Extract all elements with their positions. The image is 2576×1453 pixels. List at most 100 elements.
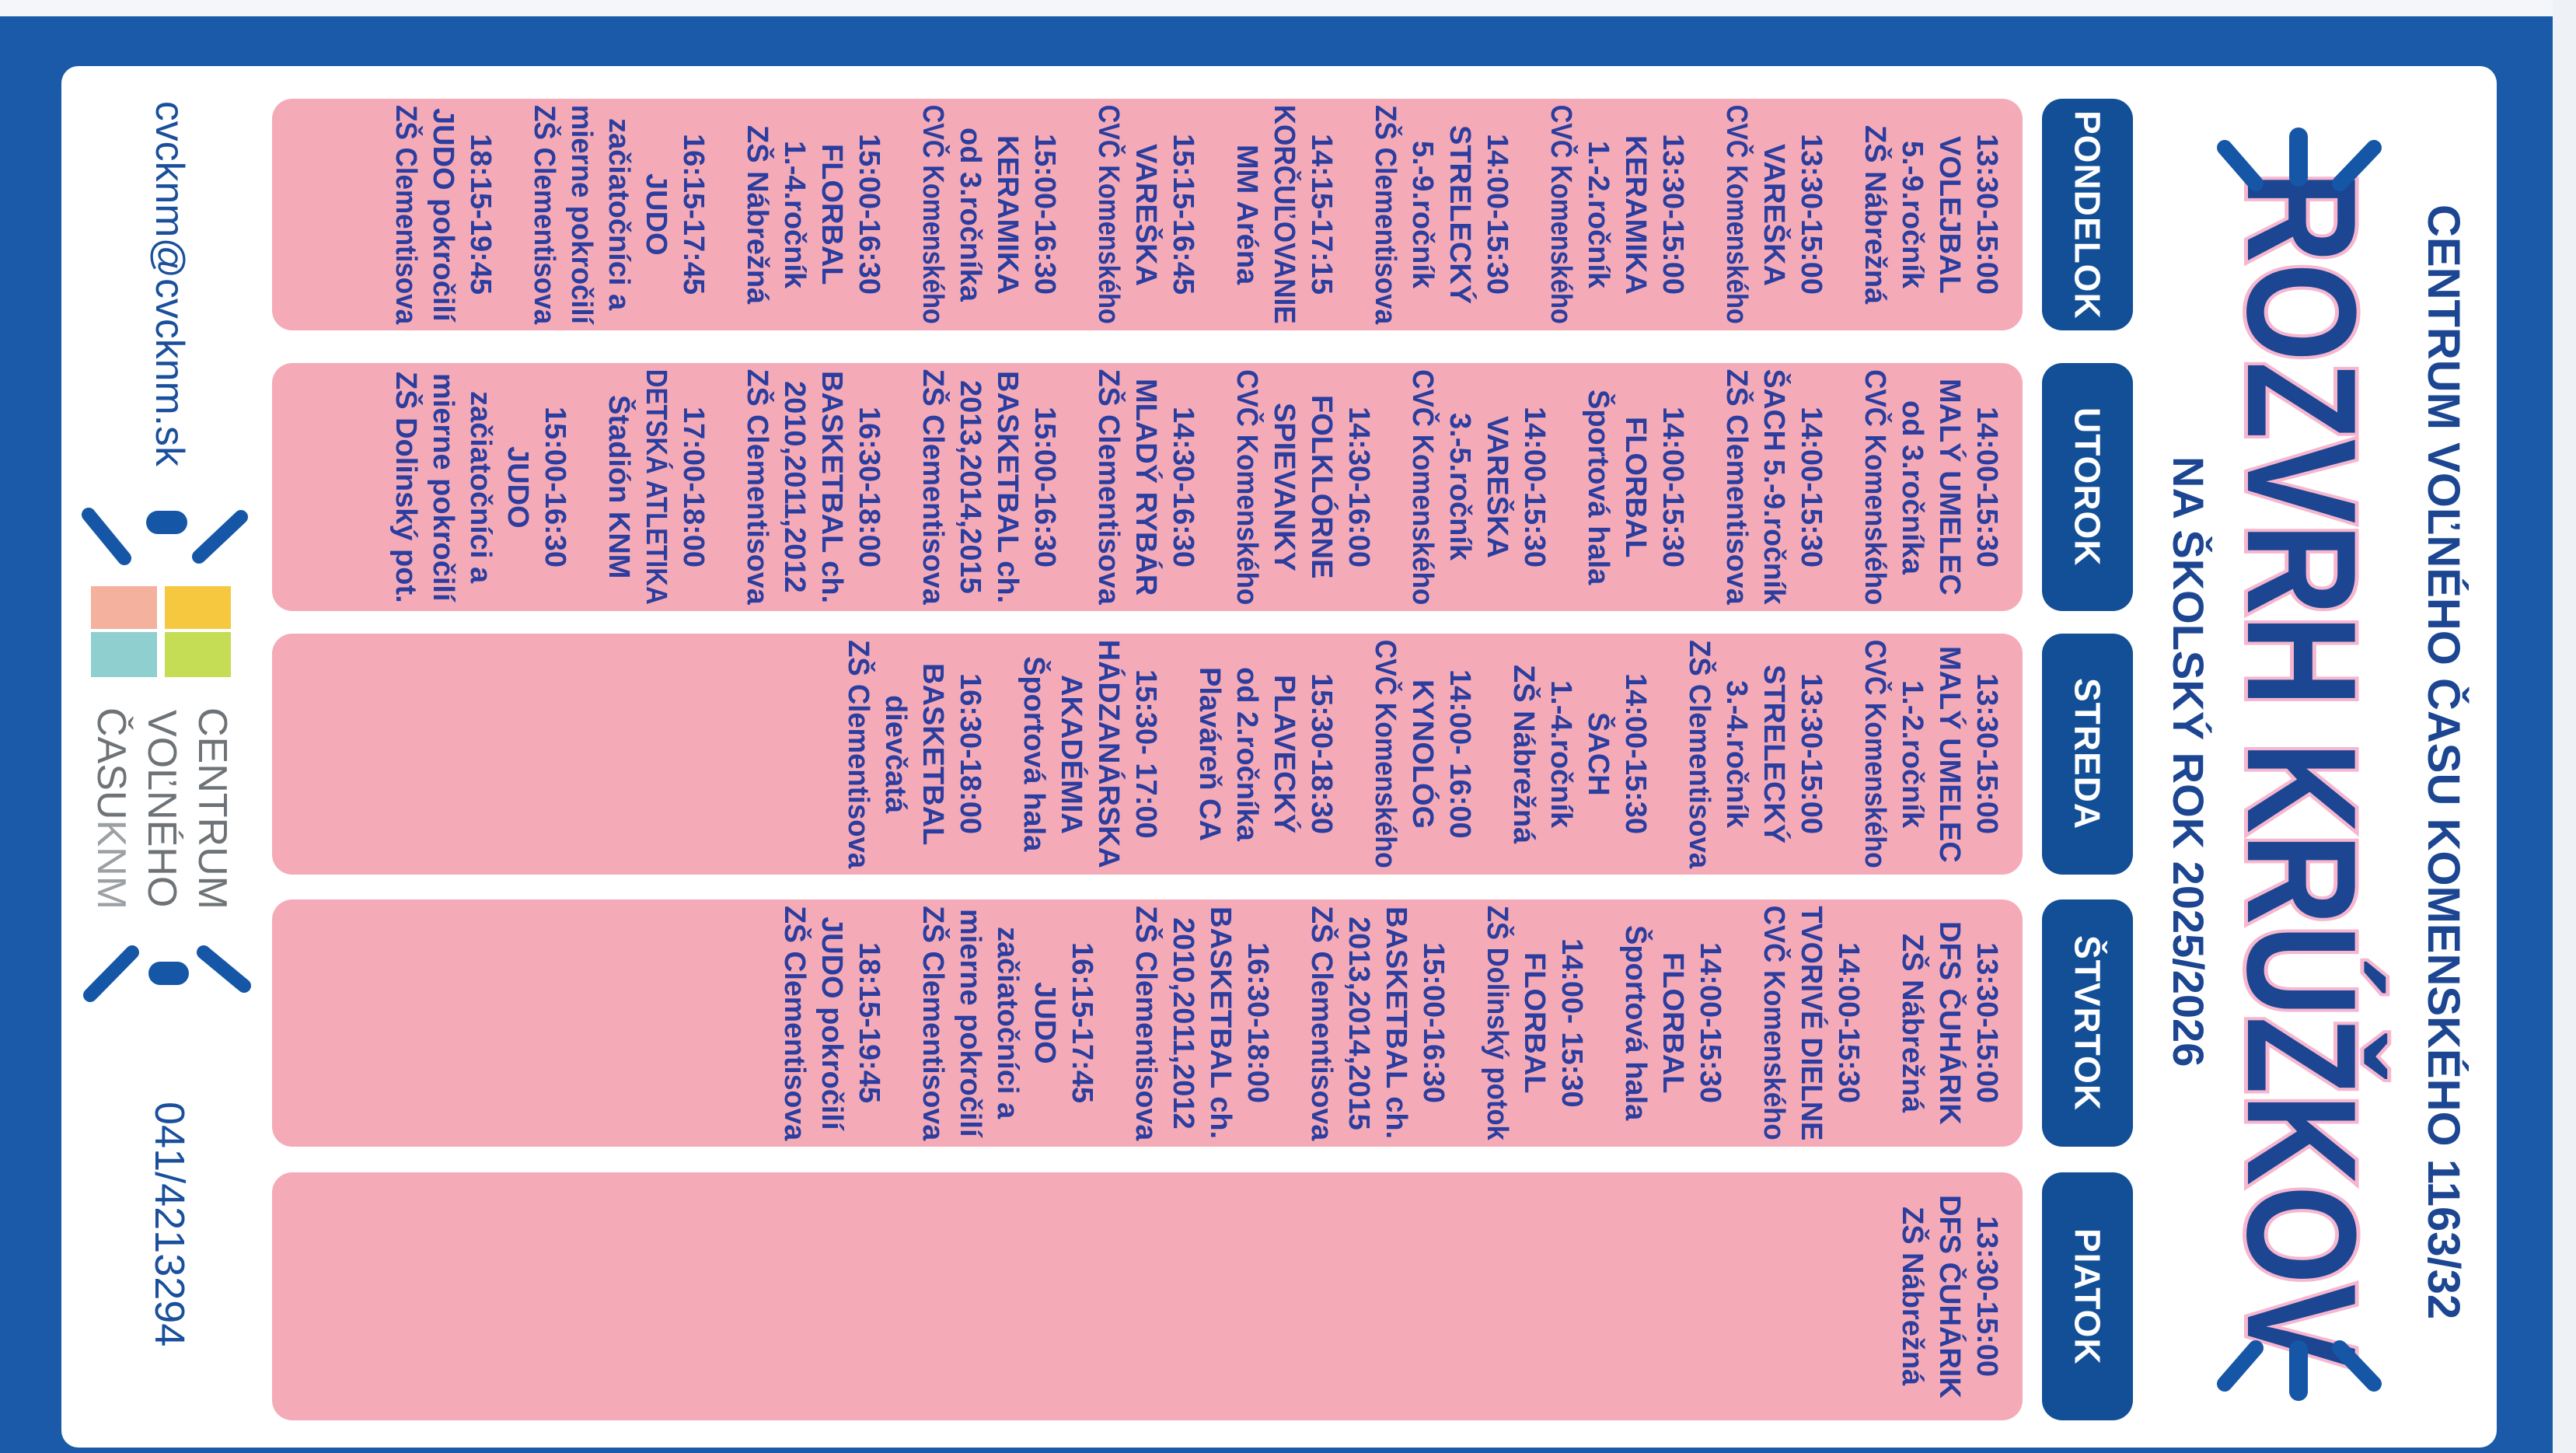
day-schedule-band: 14:00-15:30 MALÝ UMELEC od 3.ročníka CVČ Ko… [272,363,2023,611]
activity-detail: 3.-5.ročník [1443,413,1476,561]
activity-line: 1.-2.ročník [1894,640,1931,868]
logo-text: CENTRUM VOĽNÉHO ČASUKNM [86,684,237,933]
activity-entry: 13:30-15:00 VOLEJBAL 5.-9.ročník ZŠ Nábrežn… [1856,105,2005,324]
activity-line: VAREŠKA [1478,369,1516,605]
activity-detail: 5.-9.ročník [1406,140,1439,289]
activity-time: 14:00- 15:30 [1555,938,1588,1108]
activity-line: JUDO [637,105,675,324]
day-header-label: ŠTVRTOK [2067,935,2108,1111]
activity-time: 14:00-15:30 [1518,406,1551,568]
activity-entry: 14:00-15:30 MALÝ UMELEC od 3.ročníka CVČ Ko… [1856,369,2005,605]
activity-detail: ZŠ Nábrežná [1507,664,1540,844]
activity-line: začiatočníci a [600,105,637,324]
activity-detail: Športová hala [1619,925,1652,1121]
activity-line: CVČ Komenského [1090,105,1127,324]
activity-entry: 15:00-16:30 BASKETBAL ch. 2013,2014,2015 ZŠ… [914,369,1063,605]
activity-detail: SPIEVANKY [1268,403,1300,571]
activity-time: 13:30-15:00 [1970,942,2003,1104]
activity-name: JUDO [640,173,672,256]
day-header-label-box: ŠTVRTOK [2042,907,2133,1139]
activity-line: 14:00-15:30 [1830,906,1867,1140]
activity-line: ŠACH [1579,640,1617,868]
activity-entry: 17:00-18:00 DETSKÁ ATLETIKA Štadión KNM [600,369,712,605]
activity-detail: CVČ Komenského [1092,104,1125,325]
activity-time: 13:30-15:00 [1795,134,1827,295]
activity-line: začiatočníci a [989,906,1026,1140]
activity-entry: 18:15-19:45 JUDO pokročilí ZŠ Clementisova [776,906,888,1140]
activity-entry: 16:30-18:00 BASKETBAL ch. 2010,2011,2012 ZŠ… [1127,906,1276,1140]
activity-line: JUDO [1026,906,1063,1140]
day-header-0: PONDELOK [2042,99,2133,330]
activity-line: mierne pokročilí [424,369,462,605]
activity-time: 15:15-16:45 [1167,134,1199,295]
activity-detail: ZŠ Nábrežná [1896,1207,1929,1386]
activity-line: ZŠ Dolinský potok [1478,906,1516,1140]
activity-line: 2013,2014,2015 [1340,906,1377,1140]
activity-detail: 2010,2011,2012 [1167,917,1199,1130]
activity-line: mierne pokročilí [563,105,600,324]
activity-line: 1.-4.ročník [776,105,813,324]
activity-line: 14:00- 15:30 [1553,906,1590,1140]
activity-name: VOLEJBAL [1933,135,1966,294]
activity-detail: začiatočníci a [991,927,1024,1119]
activity-line: ZŠ Nábrežná [738,105,776,324]
activity-line: 13:30-15:00 [1968,1179,2005,1414]
activity-line: 14:30-16:00 [1340,369,1377,605]
activity-line: FLORBAL [1516,906,1553,1140]
activity-line: Športová hala [1579,369,1617,605]
activity-line: ZŠ Nábrežná [1894,906,1931,1140]
activity-detail: 1.-2.ročník [1582,140,1614,289]
activity-line: 14:00-15:30 [1516,369,1553,605]
day-schedule-list: 13:30-15:00 MALÝ UMELEC 1.-2.ročník CVČ Kom… [839,640,2005,868]
activity-line: 14:00-15:30 [1478,105,1516,324]
activity-line: Športová hala [1015,640,1052,868]
activity-line: 15:15-16:45 [1164,105,1202,324]
activity-detail: 1.-2.ročník [1896,679,1929,829]
activity-time: 15:00-16:30 [1028,134,1061,295]
activity-entry: 16:30-18:00 BASKETBAL ch. 2010,2011,2012 ZŠ… [738,369,888,605]
page-title-box: ROZVRH KRÚŽKOV [2211,168,2392,1371]
activity-name: FOLKLÓRNE [1305,395,1338,579]
activity-name: FLORBAL [815,144,848,285]
activity-name: FLORBAL [1619,416,1652,558]
activity-line: CVČ Komenského [1367,640,1404,868]
activity-entry: 14:00- 15:30 FLORBAL ZŠ Dolinský potok [1478,906,1590,1140]
activity-name: VAREŠKA [1757,143,1790,286]
activity-time: 16:15-17:45 [1066,942,1098,1104]
activity-name: MLADÝ RYBÁR [1129,378,1162,596]
contact-phone-box: 041/4213294 [146,1092,193,1357]
activity-line: Športová hala [1617,906,1654,1140]
activity-line: ZŠ Clementisova [1681,640,1718,868]
activity-detail: od 3.ročníka [954,127,986,302]
activity-line: 5.-9.ročník [1894,105,1931,324]
activity-name: BASKETBAL ch. [815,370,848,604]
logo-square-orange [91,586,157,629]
activity-entry: 14:15-17:15 KORČUĽOVANIE MM Aréna [1228,105,1340,324]
activity-line: CVČ Komenského [1718,105,1755,324]
activity-line: 15:00-16:30 [850,105,888,324]
organization-title: CENTRUM VOĽNÉHO ČASU KOMENSKÉHO 1163/32 [2418,204,2469,1320]
activity-name: VAREŠKA [1129,143,1162,286]
activity-line: 16:15-17:45 [1063,906,1101,1140]
activity-detail: ZŠ Clementisova [842,639,874,869]
activity-time: 15:00-16:30 [1417,942,1450,1104]
activity-time: 13:30-15:00 [1970,134,2003,295]
activity-name: KERAMIKA [991,134,1024,295]
activity-name: DFS ČUHÁRIK [1933,1194,1966,1399]
activity-time: 14:00-15:30 [1970,406,2003,568]
activity-detail: CVČ Komenského [1757,906,1790,1140]
activity-time: 14:00-15:30 [1694,942,1726,1104]
logo-line-2-row: VOĽNÉHO [136,684,187,933]
activity-detail: Štadión KNM [602,395,635,579]
activity-line: 14:00-15:30 [1654,369,1691,605]
activity-line: JUDO [499,369,536,605]
activity-line: ŠACH 5.-9.ročník [1755,369,1792,605]
activity-name: KORČUĽOVANIE [1268,105,1300,325]
activity-line: HÁDZANÁRSKA [1090,640,1127,868]
activity-line: ZŠ Clementisova [1303,906,1340,1140]
activity-name: TVORIVÉ DIELNE [1795,906,1827,1140]
activity-line: 18:15-19:45 [462,105,499,324]
activity-line: TVORIVÉ DIELNE [1792,906,1830,1140]
activity-time: 18:15-19:45 [464,134,497,295]
activity-line: BASKETBAL ch. [1377,906,1415,1140]
